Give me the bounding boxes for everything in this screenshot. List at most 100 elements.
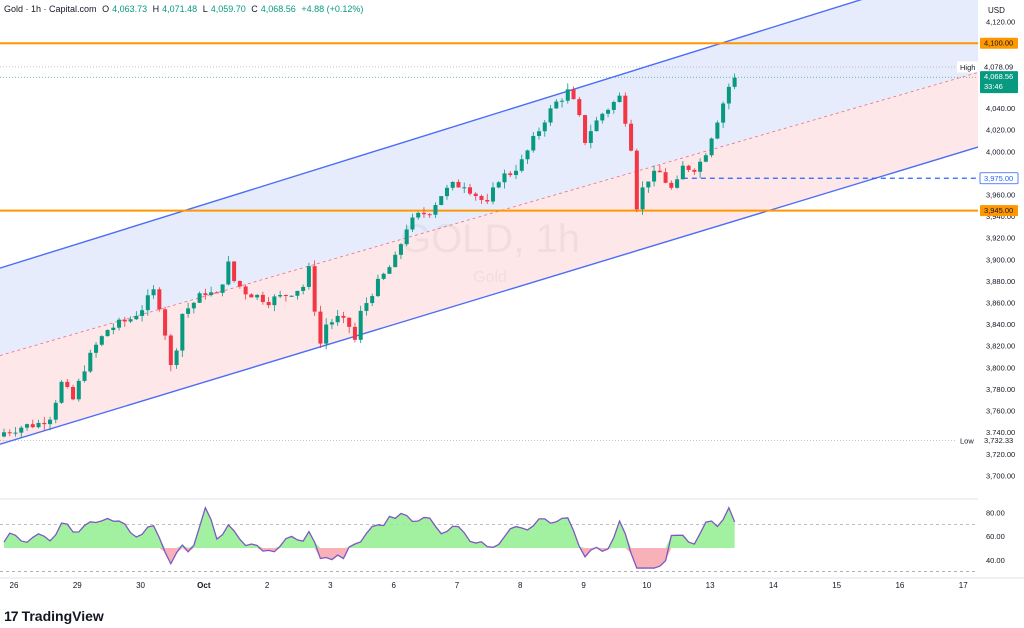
candle-body[interactable] [617,95,622,102]
candle-body[interactable] [467,187,473,194]
candle-body[interactable] [289,295,294,297]
candle-body[interactable] [140,310,145,316]
candle-body[interactable] [53,402,58,420]
candle-body[interactable] [565,89,570,101]
candle-body[interactable] [669,182,674,188]
candle-body[interactable] [703,155,708,162]
candle-body[interactable] [24,424,30,428]
candle-body[interactable] [525,150,530,160]
symbol-title[interactable]: Gold · 1h · Capital.com [4,4,97,14]
candle-body[interactable] [214,292,219,294]
candle-body[interactable] [128,319,133,322]
candle-body[interactable] [59,381,64,403]
candle-body[interactable] [168,335,173,366]
candle-body[interactable] [698,161,703,172]
candle-body[interactable] [312,266,317,312]
candle-body[interactable] [485,199,490,202]
candle-body[interactable] [318,311,323,344]
candle-body[interactable] [583,115,588,143]
candle-body[interactable] [410,217,415,230]
candle-body[interactable] [473,193,478,196]
candle-body[interactable] [243,286,248,295]
candle-body[interactable] [513,170,519,176]
candle-body[interactable] [278,295,283,297]
candle-body[interactable] [255,294,260,298]
candle-body[interactable] [548,108,553,123]
candle-body[interactable] [692,169,697,172]
candle-body[interactable] [732,77,737,87]
candle-body[interactable] [508,173,513,176]
candle-body[interactable] [370,296,375,304]
candle-body[interactable] [375,278,380,297]
candle-body[interactable] [301,286,306,291]
candle-body[interactable] [537,131,542,136]
candle-body[interactable] [600,113,605,121]
candle-body[interactable] [680,165,685,180]
candle-body[interactable] [163,309,168,336]
candle-body[interactable] [335,315,340,323]
candle-body[interactable] [157,289,162,310]
candle-body[interactable] [358,310,363,340]
candle-body[interactable] [577,99,582,116]
candle-body[interactable] [306,266,311,287]
candle-body[interactable] [594,120,599,132]
candle-body[interactable] [186,308,191,314]
candle-body[interactable] [329,322,334,325]
candle-body[interactable] [439,196,444,206]
candle-body[interactable] [404,229,409,245]
candle-body[interactable] [220,284,225,293]
candle-body[interactable] [174,350,179,366]
candle-body[interactable] [1,432,7,437]
candle-body[interactable] [462,187,467,189]
candle-body[interactable] [456,181,461,188]
candle-body[interactable] [715,122,720,139]
candle-body[interactable] [444,187,449,197]
candle-body[interactable] [502,173,507,183]
candle-body[interactable] [30,424,35,428]
candle-body[interactable] [352,326,357,340]
candle-body[interactable] [71,386,76,400]
candle-body[interactable] [145,295,150,311]
candle-body[interactable] [387,267,392,274]
candle-body[interactable] [657,170,662,173]
candle-body[interactable] [13,432,18,434]
candle-body[interactable] [76,380,81,400]
candle-body[interactable] [490,187,496,202]
candle-body[interactable] [48,419,53,425]
candle-body[interactable] [686,165,691,170]
candle-body[interactable] [122,319,127,322]
candle-body[interactable] [450,181,455,188]
candle-body[interactable] [180,313,185,351]
candle-body[interactable] [629,123,634,151]
candle-body[interactable] [646,181,651,188]
candle-body[interactable] [151,289,156,296]
candle-body[interactable] [531,135,536,151]
candle-body[interactable] [398,244,403,255]
candle-body[interactable] [554,101,559,109]
candle-body[interactable] [19,427,24,433]
candle-body[interactable] [266,302,271,306]
candle-body[interactable] [117,319,122,328]
candle-body[interactable] [675,179,680,188]
candle-body[interactable] [111,327,116,331]
channel-upper-line[interactable] [0,0,978,269]
candle-body[interactable] [433,205,438,215]
candle-body[interactable] [519,159,524,171]
candle-body[interactable] [209,292,214,296]
candle-body[interactable] [571,89,576,100]
candle-body[interactable] [726,86,731,104]
candle-body[interactable] [606,109,611,114]
candle-body[interactable] [634,150,639,210]
rsi-line[interactable] [3,505,736,569]
candle-body[interactable] [42,422,47,425]
candle-body[interactable] [232,261,237,281]
candle-body[interactable] [88,352,93,372]
candle-body[interactable] [197,293,202,303]
candle-body[interactable] [36,422,41,428]
currency-label[interactable]: USD [988,6,1005,15]
candle-body[interactable] [542,122,547,132]
candle-body[interactable] [560,100,565,102]
tradingview-logo[interactable]: 17 TradingView [4,608,104,624]
candle-body[interactable] [226,261,231,285]
candle-body[interactable] [381,273,386,279]
